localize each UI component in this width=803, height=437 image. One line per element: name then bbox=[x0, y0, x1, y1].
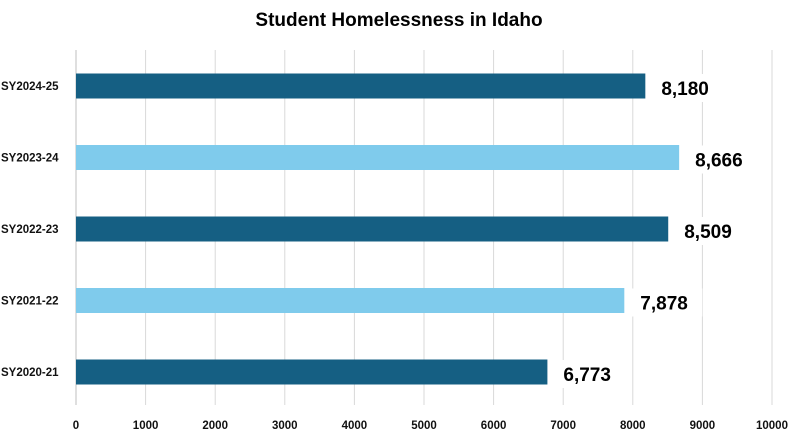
x-axis-ticks: 0 1000 2000 3000 4000 5000 6000 7000 8000 9000 100… bbox=[73, 420, 788, 432]
x-tick-label: 7000 bbox=[550, 420, 576, 432]
x-tick-label: 2000 bbox=[202, 420, 228, 432]
category-label: SY2023-24 bbox=[1, 153, 59, 165]
data-label-background bbox=[685, 145, 758, 174]
bar bbox=[76, 216, 669, 242]
x-tick-label: 9000 bbox=[690, 420, 716, 432]
x-tick-label: 8000 bbox=[620, 420, 646, 432]
category-label: SY2024-25 bbox=[1, 81, 59, 93]
data-label-background bbox=[674, 217, 747, 245]
bar bbox=[76, 145, 680, 170]
bar bbox=[76, 288, 625, 313]
x-tick-label: 3000 bbox=[272, 420, 298, 432]
data-label: 8,509 bbox=[684, 222, 732, 243]
category-label: SY2021-22 bbox=[1, 296, 59, 308]
data-label-background bbox=[630, 288, 703, 317]
x-tick-label: 1000 bbox=[133, 420, 159, 432]
x-tick-label: 5000 bbox=[411, 420, 437, 432]
x-tick-label: 0 bbox=[73, 420, 79, 432]
data-label: 7,878 bbox=[640, 294, 688, 315]
data-label-background bbox=[651, 74, 724, 102]
data-label: 6,773 bbox=[563, 365, 611, 386]
category-label: SY2022-23 bbox=[1, 224, 59, 236]
chart-title: Student Homelessness in Idaho bbox=[255, 10, 542, 31]
data-label: 8,180 bbox=[661, 79, 709, 100]
data-label: 8,666 bbox=[695, 151, 743, 172]
category-labels: SY2024-25 SY2023-24 SY2022-23 SY2021-22 SY20… bbox=[1, 81, 59, 379]
category-label: SY2020-21 bbox=[1, 367, 59, 379]
bars bbox=[76, 73, 680, 385]
bar bbox=[76, 73, 646, 99]
data-labels: 8,180 8,666 8,509 7,878 6,773 bbox=[553, 74, 758, 388]
x-tick-label: 10000 bbox=[756, 420, 788, 432]
data-label-background bbox=[553, 360, 626, 388]
bar bbox=[76, 359, 548, 385]
x-tick-label: 4000 bbox=[342, 420, 368, 432]
x-tick-label: 6000 bbox=[481, 420, 507, 432]
